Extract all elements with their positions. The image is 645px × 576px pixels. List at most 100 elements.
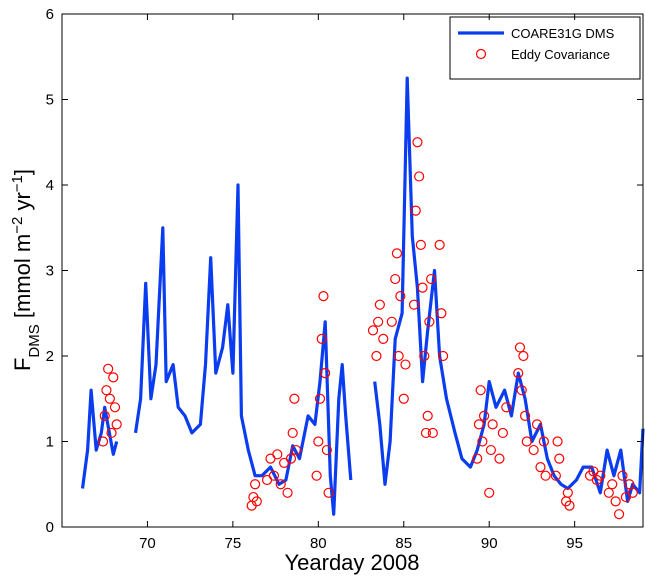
y-tick-label: 2 (46, 348, 54, 365)
data-point (323, 487, 334, 498)
legend-label: Eddy Covariance (511, 47, 610, 62)
data-point (285, 453, 297, 464)
data-point (417, 282, 428, 293)
data-point (268, 470, 279, 481)
data-point (610, 496, 621, 507)
data-point (422, 410, 433, 421)
data-point (386, 316, 397, 327)
data-point (617, 470, 628, 481)
data-point (497, 427, 508, 439)
data-point (316, 333, 327, 344)
data-point (478, 410, 490, 421)
y-tick-label: 0 (46, 519, 54, 536)
data-point (613, 509, 625, 520)
data-point (311, 470, 322, 481)
data-point (390, 273, 401, 285)
data-point (531, 419, 543, 430)
data-point (393, 350, 404, 362)
y-tick-label: 5 (46, 92, 54, 109)
x-axis-label: Yearday 2008 (285, 550, 420, 575)
data-point (275, 479, 286, 490)
data-point (477, 436, 488, 447)
data-point (251, 496, 262, 507)
data-point (287, 427, 298, 439)
data-point (320, 368, 331, 379)
data-point (108, 372, 119, 383)
data-point (424, 316, 435, 327)
data-point (412, 137, 423, 148)
data-point (552, 436, 563, 447)
legend-label: COARE31G DMS (511, 26, 615, 41)
data-point (528, 444, 539, 456)
y-label-part: −2 (9, 217, 26, 234)
data-point (521, 436, 532, 447)
y-label-part: yr (10, 192, 35, 216)
data-point (371, 350, 382, 362)
data-point (564, 500, 575, 511)
data-point (501, 402, 512, 413)
data-point (485, 444, 497, 456)
data-point (410, 205, 421, 216)
y-label-part: F (10, 358, 35, 371)
data-point (516, 385, 527, 396)
x-tick-label: 85 (395, 535, 412, 552)
y-label-part: DMS (26, 324, 43, 357)
data-point (540, 470, 551, 481)
data-point (595, 470, 606, 481)
y-tick-label: 6 (46, 6, 54, 23)
data-point (434, 239, 445, 250)
y-axis-label: FDMS [mmol m−2 yr−1] (9, 169, 43, 371)
data-point (535, 462, 546, 473)
data-point (607, 479, 618, 490)
data-point (103, 363, 114, 374)
data-point (472, 453, 483, 464)
data-point (398, 393, 409, 404)
data-point (494, 453, 505, 464)
x-tick-label: 75 (225, 535, 242, 552)
data-point (473, 419, 485, 430)
data-point (314, 393, 326, 404)
data-point (249, 479, 261, 490)
data-point (373, 316, 384, 327)
data-point (97, 436, 109, 447)
data-point (109, 402, 121, 413)
data-point (624, 479, 635, 490)
data-point (514, 342, 526, 353)
data-point (321, 444, 332, 456)
data-point (513, 368, 524, 379)
data-point (313, 436, 324, 447)
legend-box (449, 16, 641, 80)
data-point (282, 487, 293, 498)
data-point (419, 350, 430, 362)
legend: COARE31G DMS Eddy Covariance (449, 16, 641, 80)
data-point (603, 487, 614, 498)
y-label-part: ] (10, 169, 35, 175)
data-point (437, 350, 449, 362)
data-point (289, 393, 300, 404)
data-point (367, 325, 379, 336)
y-tick-label: 4 (46, 177, 54, 194)
x-tick-label: 70 (139, 535, 156, 552)
legend-swatch (475, 48, 487, 60)
data-point (550, 470, 561, 481)
x-tick-label: 95 (566, 535, 583, 552)
y-label-part: −1 (9, 175, 26, 192)
data-point (111, 419, 122, 430)
data-point (408, 299, 420, 310)
x-tick-label: 90 (481, 535, 498, 552)
data-point (487, 419, 498, 430)
data-point (538, 436, 549, 447)
data-point (415, 239, 426, 250)
data-point (436, 308, 447, 319)
data-point (99, 410, 110, 421)
data-point (378, 333, 389, 344)
data-point (395, 291, 406, 302)
data-point (104, 393, 115, 404)
data-point (554, 453, 565, 464)
data-point (518, 350, 529, 362)
y-tick-label: 3 (46, 263, 54, 280)
x-tick-label: 80 (310, 535, 327, 552)
